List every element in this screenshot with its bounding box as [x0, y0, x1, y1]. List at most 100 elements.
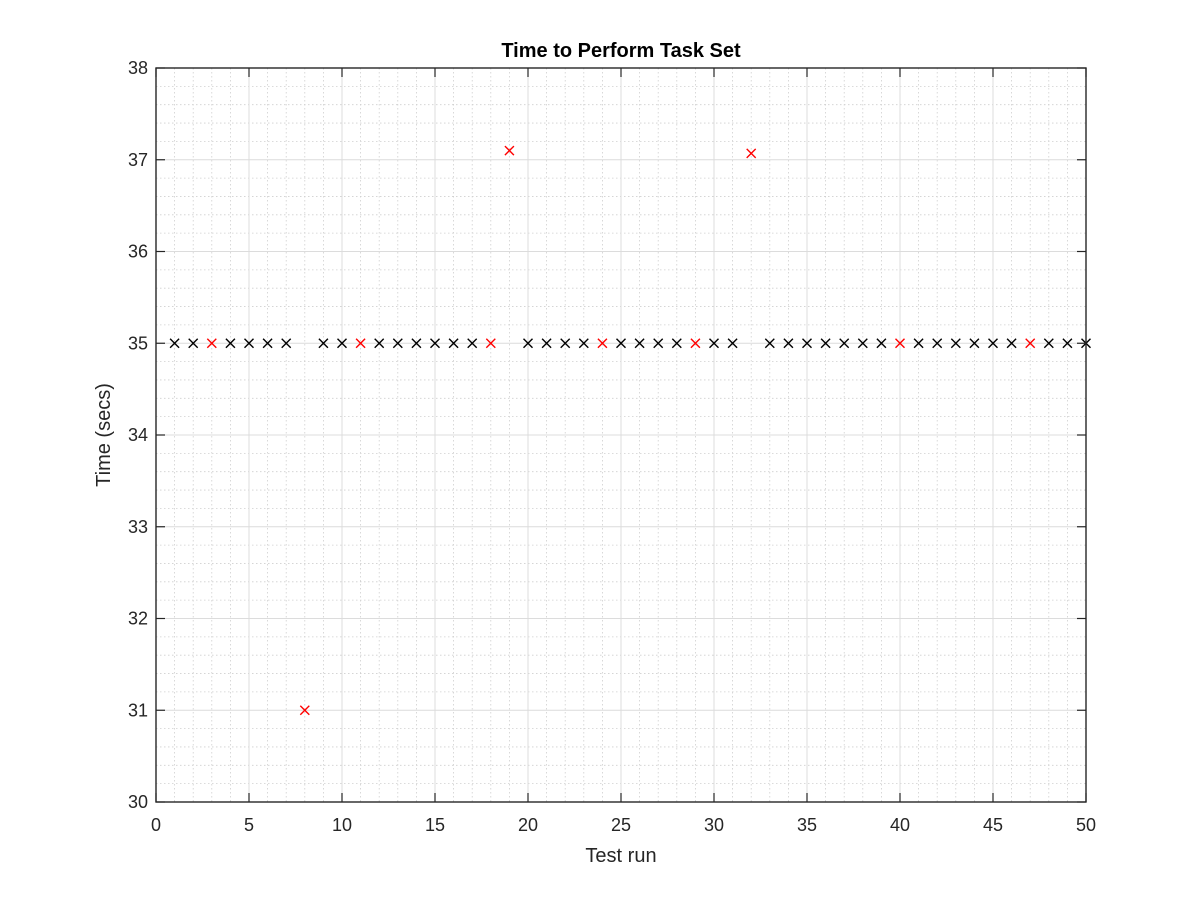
- data-point: [169, 338, 180, 349]
- y-tick-label: 36: [128, 242, 148, 262]
- data-point: [1043, 338, 1054, 349]
- data-point-stroke: [950, 338, 961, 349]
- data-point: [913, 338, 924, 349]
- data-point: [206, 338, 217, 349]
- x-tick-label: 40: [890, 815, 910, 835]
- data-point: [392, 338, 403, 349]
- data-point-stroke: [541, 338, 552, 349]
- data-point: [355, 338, 366, 349]
- data-point-stroke: [857, 338, 868, 349]
- data-point: [467, 338, 478, 349]
- data-point: [485, 338, 496, 349]
- data-point-stroke: [653, 338, 664, 349]
- data-point: [188, 338, 199, 349]
- data-point: [244, 338, 254, 349]
- data-point-stroke: [188, 338, 199, 349]
- data-point: [318, 338, 329, 349]
- data-point-stroke: [820, 338, 831, 349]
- data-point: [895, 338, 905, 349]
- y-tick-label: 37: [128, 150, 148, 170]
- data-point-stroke: [839, 338, 850, 349]
- data-point: [597, 338, 608, 349]
- data-point-stroke: [1025, 338, 1036, 349]
- data-point-stroke: [709, 338, 719, 349]
- y-axis-label: Time (secs): [93, 383, 115, 487]
- data-point-stroke: [485, 338, 496, 349]
- data-point-stroke: [671, 338, 682, 349]
- data-point-stroke: [281, 338, 292, 349]
- data-point: [690, 338, 701, 349]
- data-point-stroke: [578, 338, 589, 349]
- x-axis-label: Test run: [585, 845, 656, 867]
- y-tick-label: 33: [128, 517, 148, 537]
- data-point-stroke: [225, 338, 236, 349]
- data-point: [1006, 338, 1017, 349]
- x-tick-label: 15: [425, 815, 445, 835]
- data-point-stroke: [244, 338, 254, 349]
- data-point-stroke: [206, 338, 217, 349]
- data-point: [802, 338, 812, 349]
- x-tick-label: 25: [611, 815, 631, 835]
- data-point-stroke: [504, 145, 515, 156]
- x-tick-label: 35: [797, 815, 817, 835]
- data-point: [932, 338, 943, 349]
- data-point-stroke: [169, 338, 180, 349]
- x-tick-label: 0: [151, 815, 161, 835]
- data-point: [299, 705, 310, 716]
- data-point-stroke: [523, 338, 533, 349]
- x-tick-label: 20: [518, 815, 538, 835]
- data-point: [634, 338, 645, 349]
- data-point: [783, 338, 794, 349]
- data-point: [950, 338, 961, 349]
- data-point-stroke: [802, 338, 812, 349]
- data-point: [523, 338, 533, 349]
- data-point-stroke: [616, 338, 626, 349]
- y-tick-label: 30: [128, 792, 148, 812]
- data-point-stroke: [876, 338, 887, 349]
- data-point: [969, 338, 980, 349]
- data-point-stroke: [746, 148, 757, 159]
- y-axis-tick-labels: 30 31 32 33 34 35 36 37 38: [128, 58, 148, 812]
- data-point-stroke: [1062, 338, 1073, 349]
- data-point-stroke: [262, 338, 273, 349]
- data-point-stroke: [597, 338, 608, 349]
- data-point: [225, 338, 236, 349]
- x-tick-label: 5: [244, 815, 254, 835]
- data-point: [430, 338, 440, 349]
- data-point-stroke: [560, 338, 571, 349]
- data-point-stroke: [467, 338, 478, 349]
- data-point: [448, 338, 459, 349]
- data-point-stroke: [1043, 338, 1054, 349]
- data-point-stroke: [988, 338, 998, 349]
- y-tick-label: 34: [128, 425, 148, 445]
- data-point-stroke: [411, 338, 422, 349]
- data-point: [281, 338, 292, 349]
- data-point-stroke: [783, 338, 794, 349]
- x-tick-label: 50: [1076, 815, 1096, 835]
- data-point: [578, 338, 589, 349]
- data-point: [337, 338, 347, 349]
- data-point-stroke: [895, 338, 905, 349]
- data-point-stroke: [764, 338, 775, 349]
- data-point: [764, 338, 775, 349]
- data-point-stroke: [690, 338, 701, 349]
- data-point-stroke: [932, 338, 943, 349]
- x-tick-label: 30: [704, 815, 724, 835]
- y-tick-label: 38: [128, 58, 148, 78]
- data-point-stroke: [727, 338, 738, 349]
- data-point: [746, 148, 757, 159]
- tick-marks: [155, 67, 1087, 803]
- data-point: [727, 338, 738, 349]
- data-point: [504, 145, 515, 156]
- y-tick-label: 32: [128, 609, 148, 629]
- data-point: [820, 338, 831, 349]
- data-point: [560, 338, 571, 349]
- data-point-stroke: [355, 338, 366, 349]
- data-point: [374, 338, 385, 349]
- data-point-stroke: [913, 338, 924, 349]
- data-point: [709, 338, 719, 349]
- data-point-stroke: [448, 338, 459, 349]
- data-point: [671, 338, 682, 349]
